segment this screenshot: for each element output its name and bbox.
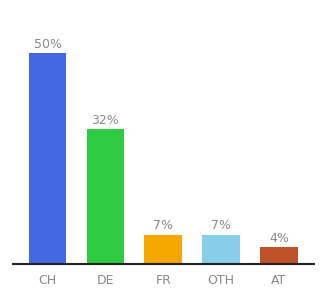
- Bar: [29, 53, 66, 264]
- Bar: [144, 235, 182, 264]
- Text: 4%: 4%: [269, 232, 289, 244]
- Bar: [202, 235, 240, 264]
- Text: 7%: 7%: [153, 219, 173, 232]
- Text: 32%: 32%: [92, 114, 119, 127]
- Text: 50%: 50%: [34, 38, 61, 51]
- Text: 7%: 7%: [211, 219, 231, 232]
- Bar: [260, 247, 298, 264]
- Bar: [86, 129, 124, 264]
